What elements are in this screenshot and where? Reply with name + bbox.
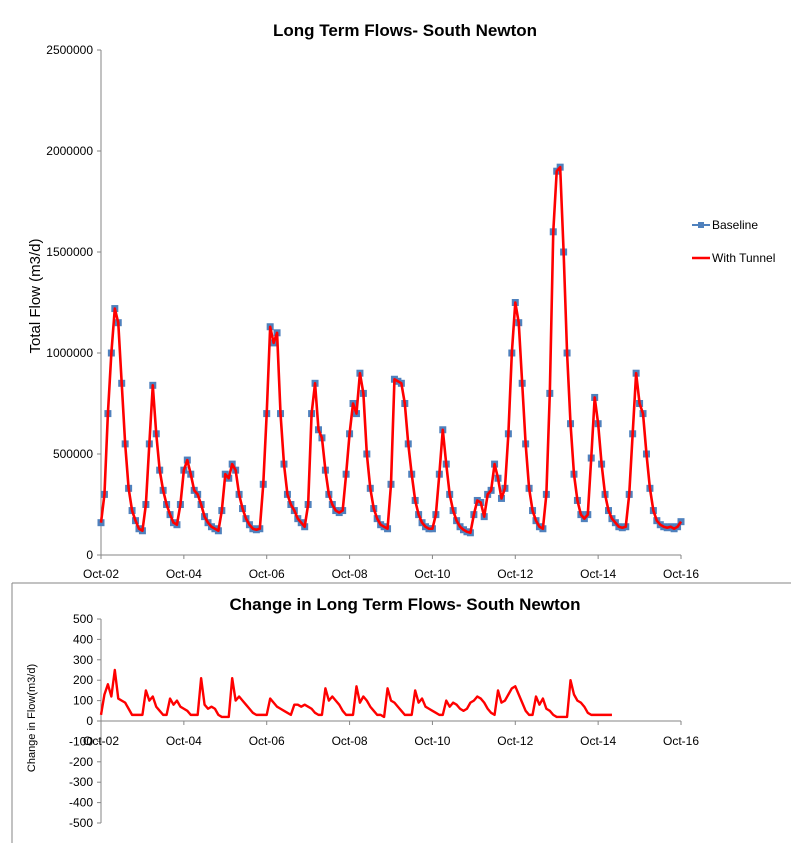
- legend-with-tunnel-label: With Tunnel: [712, 251, 775, 265]
- x-tick-label: Oct-02: [83, 567, 119, 581]
- x-tick-label: Oct-10: [414, 567, 450, 581]
- legend-baseline-label: Baseline: [712, 218, 758, 232]
- x-tick-label: Oct-16: [663, 567, 699, 581]
- change-chart-title: Change in Long Term Flows- South Newton: [230, 595, 581, 614]
- y-tick-label: 1000000: [46, 346, 93, 360]
- main-chart: Long Term Flows- South Newton Total Flow…: [27, 21, 775, 581]
- change-chart-y-axis-label: Change in Flow(m3/d): [26, 664, 38, 772]
- x-tick-label: Oct-06: [249, 567, 285, 581]
- y-tick-label: 100: [73, 694, 93, 708]
- x-tick-label: Oct-04: [166, 567, 202, 581]
- change-chart-x-ticks: Oct-02 Oct-04 Oct-06 Oct-08 Oct-10 Oct-12 Oct-…: [83, 721, 699, 748]
- x-tick-label: Oct-02: [83, 734, 119, 748]
- y-tick-label: 0: [86, 714, 93, 728]
- y-tick-label: 500000: [53, 447, 93, 461]
- x-tick-label: Oct-08: [332, 734, 368, 748]
- series-with-tunnel-line: [99, 165, 683, 535]
- x-tick-label: Oct-12: [497, 567, 533, 581]
- x-tick-label: Oct-16: [663, 734, 699, 748]
- main-chart-y-axis-label: Total Flow (m3/d): [27, 238, 44, 353]
- series-change-line: [99, 668, 612, 719]
- y-tick-label: -500: [69, 816, 93, 830]
- y-tick-label: 2000000: [46, 144, 93, 158]
- x-tick-label: Oct-14: [580, 567, 616, 581]
- x-tick-label: Oct-06: [249, 734, 285, 748]
- x-tick-label: Oct-08: [332, 567, 368, 581]
- change-chart: Change in Long Term Flows- South Newton …: [26, 595, 699, 830]
- y-tick-label: 300: [73, 653, 93, 667]
- x-tick-label: Oct-14: [580, 734, 616, 748]
- x-tick-label: Oct-10: [414, 734, 450, 748]
- y-tick-label: 500: [73, 612, 93, 626]
- y-tick-label: 1500000: [46, 245, 93, 259]
- y-tick-label: -100: [69, 734, 93, 748]
- change-chart-y-ticks: -500 -400 -300 -200 -100 0 100 200 300 400 500: [69, 612, 101, 830]
- x-tick-label: Oct-04: [166, 734, 202, 748]
- y-tick-label: -300: [69, 775, 93, 789]
- main-chart-x-ticks: Oct-02 Oct-04 Oct-06 Oct-08 Oct-10 Oct-12 Oct-…: [83, 555, 699, 581]
- y-tick-label: 2500000: [46, 43, 93, 57]
- legend-baseline-marker: [698, 222, 704, 228]
- x-tick-label: Oct-12: [497, 734, 533, 748]
- y-tick-label: -200: [69, 755, 93, 769]
- y-tick-label: 400: [73, 632, 93, 646]
- main-chart-y-ticks: 0 500000 1000000 1500000 2000000 2500000: [46, 43, 101, 562]
- y-tick-label: 200: [73, 673, 93, 687]
- main-chart-title: Long Term Flows- South Newton: [273, 21, 537, 40]
- y-tick-label: -400: [69, 796, 93, 810]
- main-chart-legend: Baseline With Tunnel: [692, 218, 775, 265]
- y-tick-label: 0: [86, 548, 93, 562]
